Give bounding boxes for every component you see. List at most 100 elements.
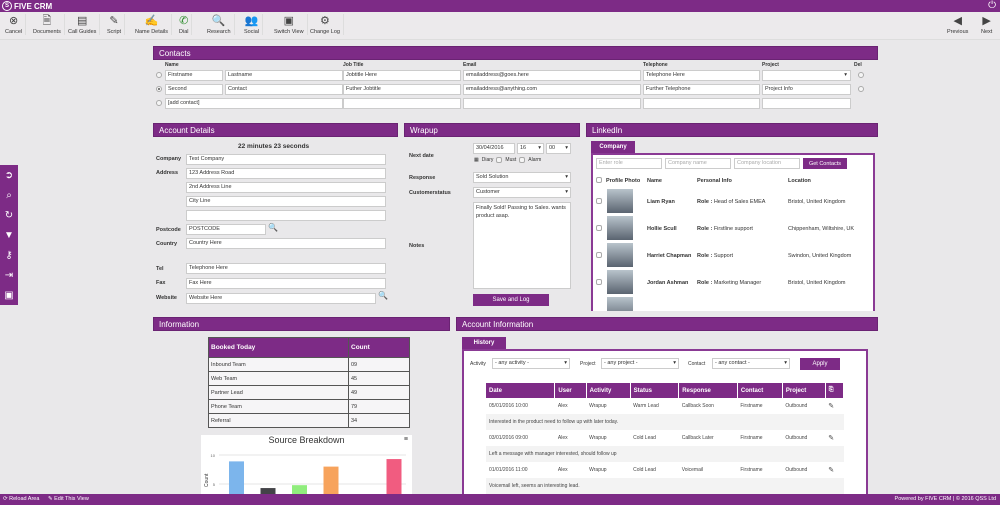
delete-contact-checkbox[interactable] [858, 72, 864, 78]
contact-checkbox[interactable] [596, 252, 602, 258]
import-icon[interactable]: ⇥ [4, 269, 14, 281]
add-contact-radio[interactable] [156, 100, 162, 106]
fax-field[interactable]: Fax Here [186, 278, 386, 289]
contact-name[interactable]: Jordan Ashman [647, 280, 689, 286]
contact-checkbox[interactable] [596, 279, 602, 285]
company-name-input[interactable]: Company name [665, 158, 731, 169]
power-icon[interactable]: ⏻ [988, 0, 996, 11]
toolbar-label: Name Details [135, 29, 169, 35]
contact-email-field[interactable]: emailaddress@goes.here [463, 70, 641, 81]
postcode-field[interactable]: POSTCODE [186, 224, 266, 235]
contact-checkbox[interactable] [596, 198, 602, 204]
add-contact-field[interactable]: [add contact] [165, 98, 343, 109]
toolbar-cancel-button[interactable]: ⊗ Cancel [2, 14, 27, 35]
address-line-1[interactable]: 123 Address Road [186, 168, 386, 179]
delete-contact-checkbox[interactable] [858, 86, 864, 92]
company-location-input[interactable]: Company location [734, 158, 800, 169]
edit-icon[interactable]: ✎ [828, 467, 835, 474]
notes-textarea[interactable]: Finally Sold! Passing to Sales. wants pr… [473, 202, 571, 289]
history-header: Activity [586, 383, 631, 398]
next-button[interactable]: ▶ Next [981, 15, 993, 35]
apply-button[interactable]: Apply [800, 358, 840, 370]
website-field[interactable]: Website Here [186, 293, 376, 304]
address-line-2[interactable]: 2nd Address Line [186, 182, 386, 193]
refresh-icon[interactable]: ↻ [4, 209, 14, 221]
calendar-icon[interactable]: ▦ [474, 157, 479, 163]
customer-status-select[interactable]: Customer ▾ [473, 187, 571, 198]
response-select[interactable]: Sold Solution ▾ [473, 172, 571, 183]
select-all-checkbox[interactable] [596, 177, 602, 183]
address-line-4[interactable] [186, 210, 386, 221]
postcode-search-icon[interactable]: 🔍 [268, 223, 278, 232]
source-cell: Partner Lead [208, 385, 349, 400]
contact-name[interactable]: Liam Ryan [647, 199, 675, 205]
tab-company[interactable]: Company [591, 141, 635, 153]
contact-select[interactable]: - any contact - ▾ [712, 358, 790, 369]
contact-checkbox[interactable] [596, 225, 602, 231]
edit-icon[interactable]: ✎ [828, 403, 835, 410]
get-contacts-button[interactable]: Get Contacts [803, 158, 847, 169]
new-contact-field[interactable] [343, 98, 461, 109]
toolbar-call-guides-button[interactable]: ▤ Call Guides [65, 14, 101, 35]
contact-project-field[interactable]: Project Info [762, 84, 851, 95]
toolbar-research-button[interactable]: 🔍 Research [204, 14, 235, 35]
contact-email-field[interactable]: emailaddress@anything.com [463, 84, 641, 95]
contact-tel-field[interactable]: Further Telephone [643, 84, 760, 95]
website-search-icon[interactable]: 🔍 [378, 291, 388, 300]
contact-last-field[interactable]: Contact [225, 84, 343, 95]
y-tick-label: 10 [211, 453, 216, 458]
export-icon[interactable]: ⎘ [825, 383, 845, 398]
country-field[interactable]: Country Here [186, 238, 386, 249]
activity-select[interactable]: - any activity - ▾ [492, 358, 570, 369]
contact-job-field[interactable]: Jobtitle Here [343, 70, 461, 81]
role-label: Role : [697, 253, 713, 259]
new-contact-field[interactable] [463, 98, 641, 109]
toolbar-script-button[interactable]: ✎ Script [104, 14, 126, 35]
new-contact-field[interactable] [643, 98, 760, 109]
toolbar-documents-button[interactable]: 🗎 Documents [30, 14, 65, 35]
edit-view-button[interactable]: ✎ Edit This View [48, 496, 89, 502]
contacts-header: Name [165, 62, 179, 68]
contact-project-field[interactable]: ▾ [762, 70, 851, 81]
contact-job-field[interactable]: Futher Jobtitle [343, 84, 461, 95]
previous-button[interactable]: ◀ Previous [947, 15, 969, 35]
reload-area-button[interactable]: ⟳ Reload Area [3, 496, 40, 502]
history-cell: Warm Lead [633, 403, 659, 409]
contact-tel-field[interactable]: Telephone Here [643, 70, 760, 81]
history-cell: Firstname [740, 403, 763, 409]
address-line-3[interactable]: City Line [186, 196, 386, 207]
toolbar-name-details-button[interactable]: ✍ Name Details [132, 14, 173, 35]
tab-history[interactable]: History [462, 337, 506, 349]
contact-radio[interactable] [156, 72, 162, 78]
toolbar-switch-view-button[interactable]: ▣ Switch View [271, 14, 308, 35]
project-select[interactable]: - any project - ▾ [601, 358, 679, 369]
hour-select[interactable]: 16 ▾ [517, 143, 544, 154]
save-and-log-button[interactable]: Save and Log [473, 294, 549, 306]
contact-last-field[interactable]: Lastname [225, 70, 343, 81]
toolbar-dial-button[interactable]: ✆ Dial [176, 14, 193, 35]
key-icon[interactable]: ⚷ [5, 249, 13, 261]
settings-icon[interactable]: ▣ [4, 289, 14, 301]
toolbar-change-log-button[interactable]: ⚙ Change Log [307, 14, 344, 35]
contact-first-field[interactable]: Firstname [165, 70, 223, 81]
history-cell: Wrapup [589, 435, 607, 441]
name-details-icon: ✍ [144, 15, 159, 27]
role-input[interactable]: Enter role [596, 158, 662, 169]
new-contact-field[interactable] [762, 98, 851, 109]
filter-icon[interactable]: ▼ [4, 229, 14, 241]
date-field[interactable]: 30/04/2016 [473, 143, 515, 154]
go-icon[interactable]: ➲ [4, 169, 14, 181]
toolbar-social-button[interactable]: 👥 Social [241, 14, 263, 35]
must-checkbox[interactable] [496, 157, 503, 163]
edit-icon[interactable]: ✎ [828, 435, 835, 442]
contact-name[interactable]: Harriet Chapman [647, 253, 692, 259]
contact-name[interactable]: Hollie Scull [647, 226, 677, 232]
chart-menu-icon[interactable]: ≡ [403, 436, 408, 443]
company-field[interactable]: Test Company [186, 154, 386, 165]
search-icon[interactable]: ⌕ [6, 189, 12, 201]
alarm-checkbox[interactable] [519, 157, 526, 163]
tel-field[interactable]: Telephone Here [186, 263, 386, 274]
contact-radio[interactable] [156, 86, 162, 92]
contact-first-field[interactable]: Second [165, 84, 223, 95]
minute-select[interactable]: 00 ▾ [546, 143, 571, 154]
